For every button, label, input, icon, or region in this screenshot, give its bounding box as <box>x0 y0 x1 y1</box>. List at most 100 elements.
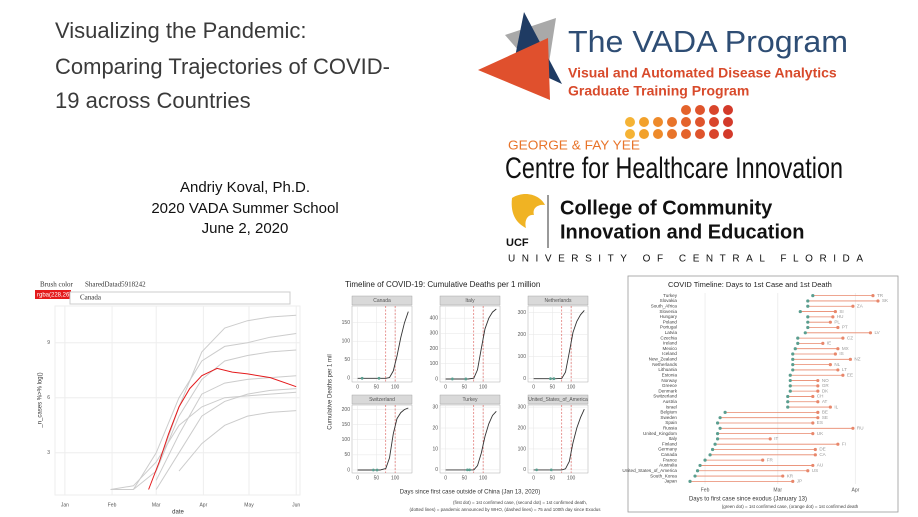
y-tick-label: 100 <box>518 446 527 452</box>
country-code: ZA <box>857 303 864 308</box>
series-line <box>445 308 497 380</box>
logo-dot <box>709 105 719 115</box>
series-line <box>533 310 585 380</box>
slide-title: Visualizing the Pandemic: <box>55 18 307 43</box>
x-tick-label: 100 <box>391 384 400 390</box>
event-dot <box>450 377 454 381</box>
facet-label: United_States_of_America <box>528 397 588 403</box>
country-code: CA <box>819 452 826 457</box>
country-code: GR <box>822 383 830 388</box>
logo-shape <box>478 38 550 100</box>
x-tick-label: Jan <box>61 502 69 508</box>
x-tick-label: 50 <box>550 384 556 390</box>
case-dot <box>713 442 717 446</box>
x-tick-label: 0 <box>532 384 535 390</box>
category-label: Estonia <box>662 372 678 377</box>
y-tick-label: 300 <box>518 404 527 410</box>
series-line <box>155 388 297 490</box>
country-code: CZ <box>847 335 853 340</box>
case-dot <box>788 378 792 383</box>
death-dot <box>841 336 845 340</box>
case-dot <box>698 463 702 468</box>
country-code: SI <box>839 309 843 314</box>
event-dot <box>468 468 472 472</box>
facet-label: Turkey <box>462 397 478 403</box>
case-dot <box>693 474 697 478</box>
y-tick-label: 200 <box>430 346 439 352</box>
death-dot <box>841 373 845 377</box>
event-dot <box>377 376 381 380</box>
event-dot <box>375 468 379 472</box>
dropdown[interactable] <box>69 291 291 305</box>
death-dot <box>871 294 875 298</box>
color-input[interactable] <box>35 290 71 299</box>
y-tick-label: 0 <box>435 376 438 382</box>
death-dot <box>813 447 817 452</box>
chart-frame <box>627 275 899 513</box>
category-label: New_Zealand <box>649 357 678 362</box>
category-label: Slovakia <box>660 298 678 303</box>
ucf-university: UNIVERSITY OF CENTRAL FLORIDA <box>508 254 863 265</box>
case-dot <box>806 320 810 324</box>
death-dot <box>828 363 832 367</box>
category-label: South_Africa <box>651 303 678 308</box>
death-dot <box>833 309 837 314</box>
death-dot <box>811 421 815 425</box>
death-dot <box>833 352 837 356</box>
x-tick-label: 0 <box>356 384 359 390</box>
y-tick-label: 200 <box>342 407 351 413</box>
logo-dot <box>695 129 705 139</box>
death-dot <box>848 357 853 361</box>
country-code: PL <box>834 319 840 324</box>
country-code: SE <box>822 415 828 420</box>
logo-dot <box>723 117 733 127</box>
logo-dot <box>625 129 635 139</box>
author: Andriy Koval, Ph.D. <box>180 179 310 196</box>
facet-strip <box>439 394 501 405</box>
death-dot <box>761 458 765 462</box>
y-tick-label: 200 <box>518 425 527 431</box>
logo-dot <box>723 105 733 115</box>
country-code: NO <box>822 378 829 383</box>
category-label: Hungary <box>660 314 678 319</box>
case-dot <box>806 325 810 330</box>
case-dot <box>788 389 792 393</box>
logo-dot <box>709 117 719 127</box>
logo-dot <box>639 117 649 127</box>
y-tick-label: 10 <box>432 446 438 452</box>
case-dot <box>791 363 795 367</box>
logo-dot <box>653 117 663 127</box>
category-label: United_States_of_America <box>622 468 677 473</box>
x-tick-label: Jun <box>292 502 300 508</box>
y-tick-label: 9 <box>47 340 50 346</box>
shared-label: SharedDatad5918242 <box>85 281 146 289</box>
y-tick-label: 0 <box>523 467 526 473</box>
death-dot <box>851 304 855 308</box>
case-dot <box>710 447 715 452</box>
death-dot <box>831 315 835 319</box>
x-tick-label: 50 <box>462 475 468 481</box>
country-code: LV <box>874 330 880 335</box>
logo-dot <box>695 117 705 127</box>
chi-name: Centre for Healthcare Innovation <box>505 152 843 185</box>
category-label: Russia <box>663 426 677 431</box>
case-dot <box>796 341 800 346</box>
death-dot <box>791 479 795 483</box>
event-dot <box>552 377 556 381</box>
x-tick-label: 50 <box>462 384 468 390</box>
series-line <box>148 367 297 490</box>
logo-dot <box>667 129 677 139</box>
y-tick-label: 300 <box>518 310 527 316</box>
category-label: Ireland <box>663 341 677 346</box>
x-tick-label: 50 <box>550 475 556 481</box>
chart-title: COVID Timeline: Days to 1st Case and 1st… <box>668 280 832 289</box>
x-tick-label: Feb <box>701 487 710 493</box>
panel <box>439 404 501 474</box>
logo-dots <box>625 105 733 139</box>
logo-dot <box>667 117 677 127</box>
country-code: DK <box>822 388 829 393</box>
case-dot <box>718 426 722 430</box>
x-tick-label: Apr <box>852 487 860 493</box>
category-label: Spain <box>665 420 677 425</box>
case-dot <box>791 352 795 356</box>
